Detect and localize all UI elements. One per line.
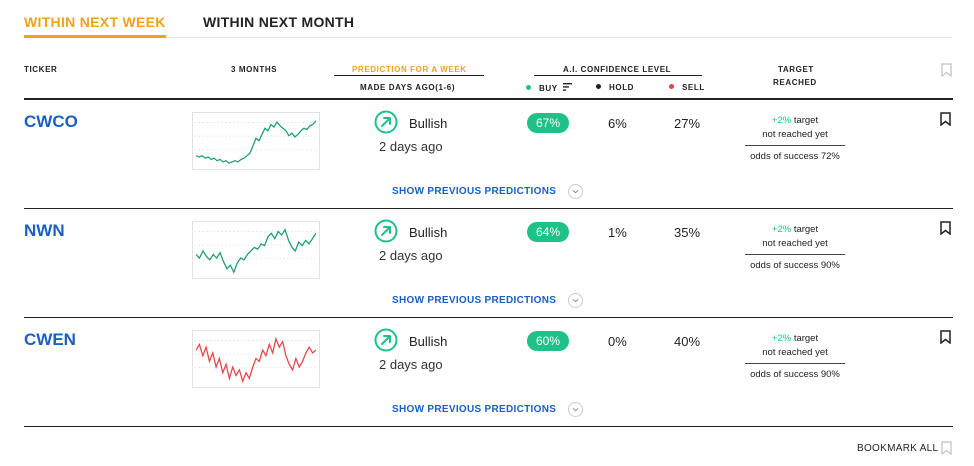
table-row: NWN Bullish 2 days ago 64% 1% 35% +2% ta… bbox=[24, 209, 953, 318]
header-divider bbox=[534, 75, 702, 76]
buy-confidence-badge: 67% bbox=[527, 113, 569, 133]
target-divider bbox=[745, 145, 845, 146]
sort-icon[interactable] bbox=[563, 83, 573, 91]
target-percent: +2% bbox=[771, 224, 792, 235]
table-top-border bbox=[24, 98, 953, 100]
tab-within-next-week[interactable]: WITHIN NEXT WEEK bbox=[24, 14, 166, 38]
sell-dot-icon bbox=[669, 84, 674, 89]
prediction-label: Bullish bbox=[409, 116, 448, 131]
buy-confidence-badge: 64% bbox=[527, 222, 569, 242]
arrow-up-right-circle-icon bbox=[374, 219, 398, 243]
table-row: CWCO Bullish 2 days ago 67% 6% 27% +2% t… bbox=[24, 100, 953, 209]
ticker-link[interactable]: CWEN bbox=[24, 330, 76, 349]
sparkline-chart bbox=[192, 112, 320, 170]
legend-buy[interactable]: BUY bbox=[526, 83, 573, 93]
target-percent: +2% bbox=[771, 115, 792, 126]
target-line: +2% target bbox=[739, 332, 851, 346]
chevron-down-icon[interactable] bbox=[568, 293, 583, 308]
target-word: target bbox=[793, 115, 819, 126]
table-row: CWEN Bullish 2 days ago 60% 0% 40% +2% t… bbox=[24, 318, 953, 427]
target-line: +2% target bbox=[739, 223, 851, 237]
column-header-made-days-ago: MADE DAYS AGO(1-6) bbox=[360, 83, 456, 92]
prediction-label: Bullish bbox=[409, 225, 448, 240]
legend-hold: HOLD bbox=[596, 83, 634, 92]
prediction-label: Bullish bbox=[409, 334, 448, 349]
arrow-up-right-circle-icon bbox=[374, 328, 398, 352]
odds-of-success: odds of success 90% bbox=[750, 260, 840, 271]
column-header-ticker: TICKER bbox=[24, 65, 58, 74]
column-header-prediction-for-week: PREDICTION FOR A WEEK bbox=[352, 65, 467, 74]
ticker-link[interactable]: NWN bbox=[24, 221, 65, 240]
sparkline-line bbox=[195, 228, 317, 274]
odds-of-success: odds of success 90% bbox=[750, 369, 840, 380]
target-line: +2% target bbox=[739, 114, 851, 128]
header-divider bbox=[334, 75, 484, 76]
target-status: not reached yet bbox=[762, 238, 828, 249]
target-status: not reached yet bbox=[762, 347, 828, 358]
ticker-link[interactable]: CWCO bbox=[24, 112, 78, 131]
row-divider bbox=[24, 317, 953, 318]
bookmark-icon[interactable] bbox=[940, 112, 951, 126]
prediction-days-ago: 2 days ago bbox=[379, 357, 443, 372]
buy-confidence-badge: 60% bbox=[527, 331, 569, 351]
chevron-down-icon[interactable] bbox=[568, 402, 583, 417]
column-header-reached: REACHED bbox=[773, 78, 817, 87]
odds-of-success: odds of success 72% bbox=[750, 151, 840, 162]
target-reached-cell: +2% target not reached yet odds of succe… bbox=[739, 114, 851, 164]
chevron-down-icon[interactable] bbox=[568, 184, 583, 199]
prediction-days-ago: 2 days ago bbox=[379, 139, 443, 154]
hold-confidence: 6% bbox=[608, 116, 627, 131]
hold-dot-icon bbox=[596, 84, 601, 89]
target-word: target bbox=[793, 333, 819, 344]
buy-dot-icon bbox=[526, 85, 531, 90]
tab-within-next-month[interactable]: WITHIN NEXT MONTH bbox=[203, 14, 355, 30]
bookmark-icon[interactable] bbox=[940, 221, 951, 235]
target-divider bbox=[745, 363, 845, 364]
hold-confidence: 0% bbox=[608, 334, 627, 349]
legend-sell: SELL bbox=[669, 83, 705, 92]
bookmark-icon[interactable] bbox=[940, 330, 951, 344]
target-divider bbox=[745, 254, 845, 255]
timeframe-tabs: WITHIN NEXT WEEK WITHIN NEXT MONTH bbox=[24, 14, 952, 38]
bookmark-outline-icon bbox=[941, 63, 952, 77]
bookmark-all-icon[interactable] bbox=[941, 441, 952, 455]
row-divider bbox=[24, 426, 953, 427]
column-header-3-months: 3 MONTHS bbox=[231, 65, 278, 74]
target-word: target bbox=[793, 224, 819, 235]
bookmark-all-button[interactable]: BOOKMARK ALL bbox=[857, 443, 939, 454]
show-previous-predictions-link[interactable]: SHOW PREVIOUS PREDICTIONS bbox=[392, 295, 557, 306]
target-percent: +2% bbox=[771, 333, 792, 344]
sell-confidence: 35% bbox=[674, 225, 701, 240]
arrow-up-right-circle-icon bbox=[374, 110, 398, 134]
target-reached-cell: +2% target not reached yet odds of succe… bbox=[739, 223, 851, 273]
sell-confidence: 27% bbox=[674, 116, 701, 131]
hold-confidence: 1% bbox=[608, 225, 627, 240]
show-previous-predictions-link[interactable]: SHOW PREVIOUS PREDICTIONS bbox=[392, 404, 557, 415]
sparkline-line bbox=[195, 120, 317, 164]
sparkline-chart bbox=[192, 330, 320, 388]
show-previous-predictions-link[interactable]: SHOW PREVIOUS PREDICTIONS bbox=[392, 186, 557, 197]
sell-confidence: 40% bbox=[674, 334, 701, 349]
sparkline-chart bbox=[192, 221, 320, 279]
column-header-target: TARGET bbox=[778, 65, 814, 74]
target-reached-cell: +2% target not reached yet odds of succe… bbox=[739, 332, 851, 382]
sparkline-line bbox=[195, 336, 317, 384]
target-status: not reached yet bbox=[762, 129, 828, 140]
column-header-confidence: A.I. CONFIDENCE LEVEL bbox=[563, 65, 672, 74]
prediction-days-ago: 2 days ago bbox=[379, 248, 443, 263]
row-divider bbox=[24, 208, 953, 209]
